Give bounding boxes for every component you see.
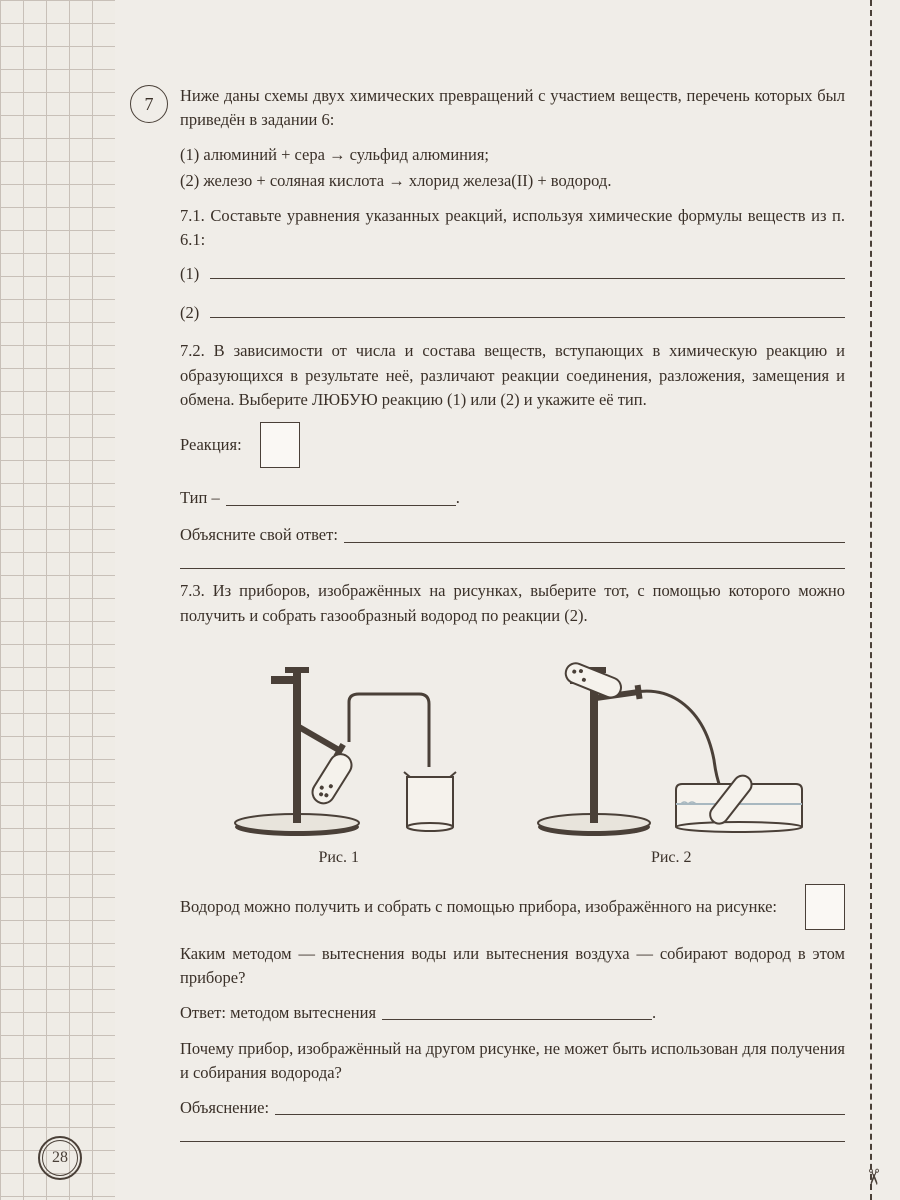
figure-choice-box[interactable] bbox=[805, 884, 845, 930]
cut-line bbox=[870, 0, 872, 1200]
explanation-label: Объяснение: bbox=[180, 1096, 269, 1120]
answer-row: Ответ: методом вытеснения . bbox=[180, 1001, 845, 1025]
figure-1: Рис. 1 bbox=[209, 642, 469, 870]
eq1-blank[interactable] bbox=[210, 265, 845, 280]
collect-row: Водород можно получить и собрать с помощ… bbox=[180, 884, 845, 930]
type-blank[interactable] bbox=[226, 491, 456, 506]
eq1-label: (1) bbox=[180, 262, 210, 286]
explanation-row: Объяснение: bbox=[180, 1096, 845, 1120]
eq2-blank[interactable] bbox=[210, 303, 845, 318]
apparatus-2-icon bbox=[526, 642, 816, 842]
equation-2-row: (2) bbox=[180, 301, 845, 325]
answer-period: . bbox=[652, 1001, 656, 1025]
question-7-1: 7.1. Составьте уравнения указанных реакц… bbox=[180, 204, 845, 253]
scheme-2: (2) железо + соляная кислота → хлорид же… bbox=[180, 169, 845, 193]
explanation-blank-2[interactable] bbox=[180, 1124, 845, 1142]
scissors-icon: ✂ bbox=[860, 1168, 886, 1186]
type-row: Тип – . bbox=[180, 486, 845, 510]
explain-label: Объясните свой ответ: bbox=[180, 523, 338, 547]
page-content: Ниже даны схемы двух химических превраще… bbox=[180, 84, 845, 1152]
intro-text: Ниже даны схемы двух химических превраще… bbox=[180, 84, 845, 133]
explain-blank-1[interactable] bbox=[344, 528, 845, 543]
explain-row: Объясните свой ответ: bbox=[180, 523, 845, 547]
answer-prefix: Ответ: методом вытеснения bbox=[180, 1001, 376, 1025]
reaction-box[interactable] bbox=[260, 422, 300, 468]
page-number: 28 bbox=[42, 1140, 78, 1176]
explain-blank-2[interactable] bbox=[180, 551, 845, 569]
reaction-row: Реакция: bbox=[180, 422, 845, 468]
apparatus-1-icon bbox=[209, 642, 469, 842]
reaction-label: Реакция: bbox=[180, 433, 242, 457]
scheme-1: (1) алюминий + сера → сульфид алюминия; bbox=[180, 143, 845, 167]
type-label: Тип – bbox=[180, 486, 220, 510]
why-question: Почему прибор, изображённый на другом ри… bbox=[180, 1037, 845, 1086]
figure-1-caption: Рис. 1 bbox=[209, 846, 469, 870]
task-number: 7 bbox=[145, 94, 154, 115]
question-7-2: 7.2. В зависимости от числа и состава ве… bbox=[180, 339, 845, 412]
equation-1-row: (1) bbox=[180, 262, 845, 286]
graph-paper-margin bbox=[0, 0, 115, 1200]
page-number-badge: 28 bbox=[38, 1136, 82, 1180]
collect-text: Водород можно получить и собрать с помощ… bbox=[180, 895, 787, 919]
type-period: . bbox=[456, 486, 460, 510]
answer-blank[interactable] bbox=[382, 1005, 652, 1020]
figure-2: Рис. 2 bbox=[526, 642, 816, 870]
eq2-label: (2) bbox=[180, 301, 210, 325]
figures-row: Рис. 1 bbox=[180, 642, 845, 870]
explanation-blank-1[interactable] bbox=[275, 1101, 845, 1116]
task-number-badge: 7 bbox=[130, 85, 168, 123]
figure-2-caption: Рис. 2 bbox=[526, 846, 816, 870]
method-question: Каким методом — вытеснения воды или выте… bbox=[180, 942, 845, 991]
question-7-3: 7.3. Из приборов, изображённых на рисунк… bbox=[180, 579, 845, 628]
